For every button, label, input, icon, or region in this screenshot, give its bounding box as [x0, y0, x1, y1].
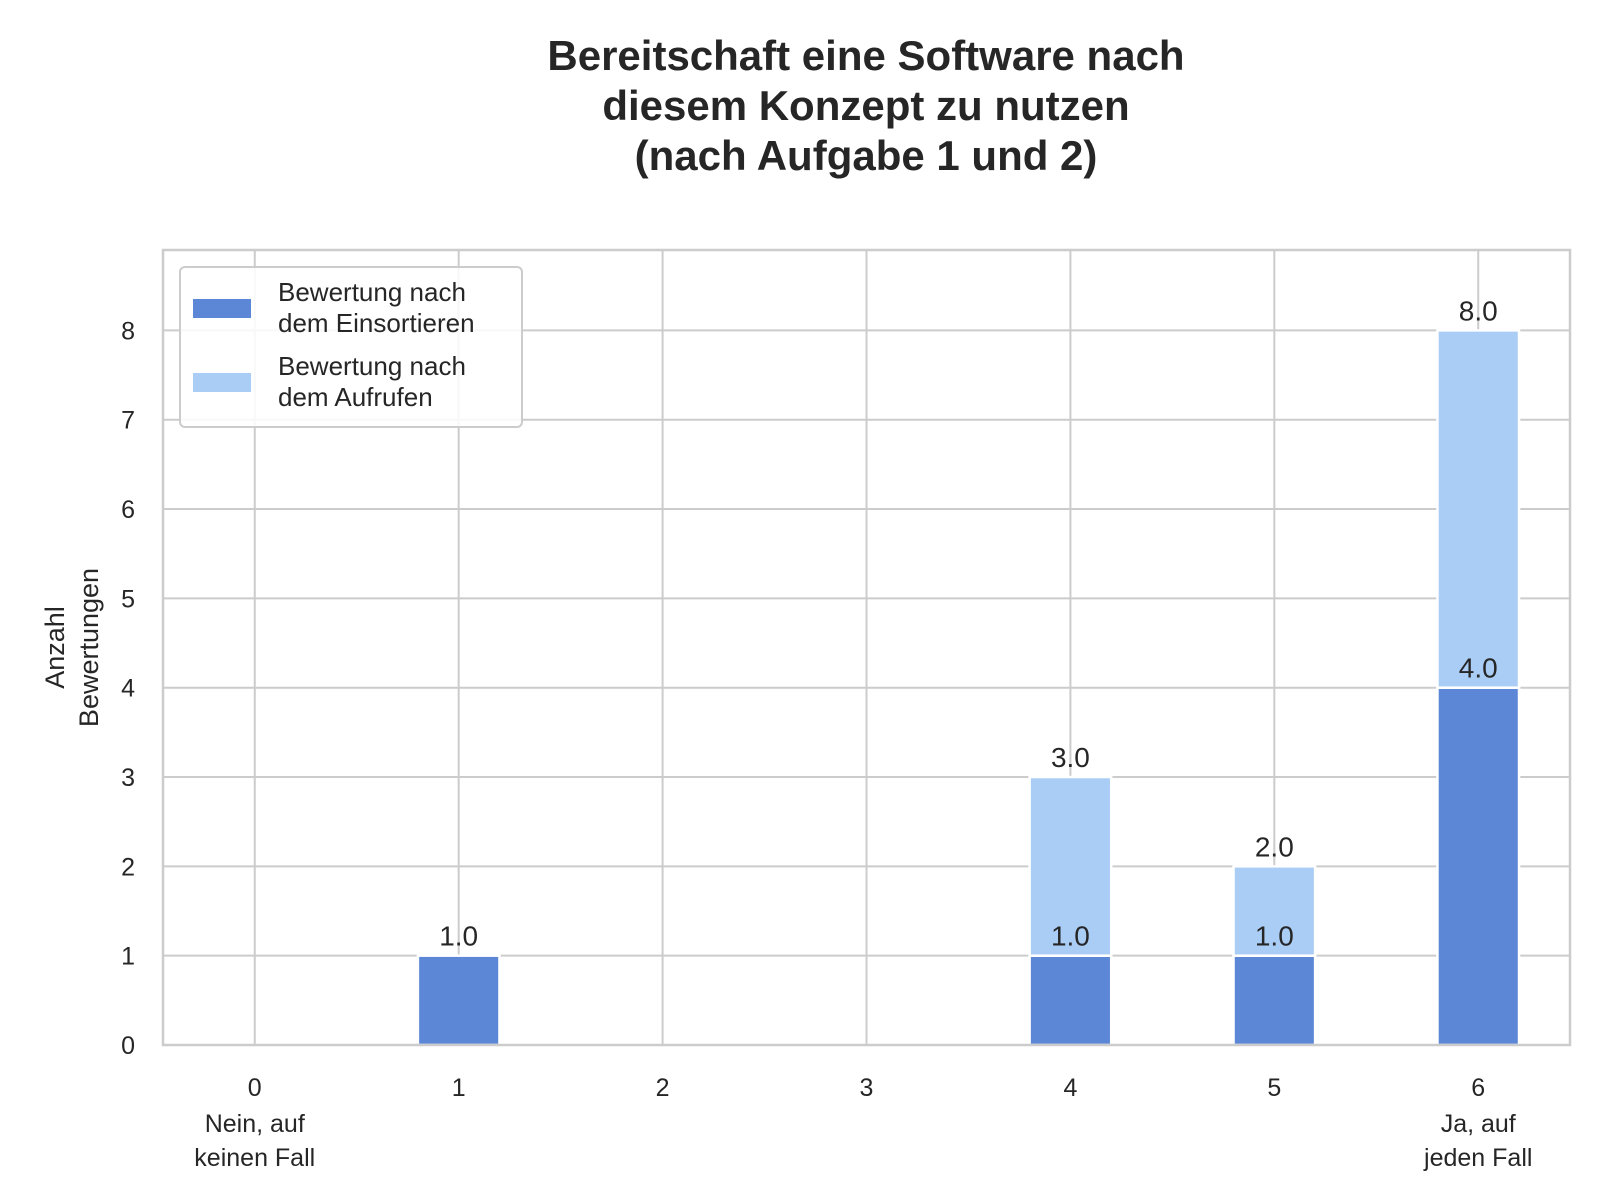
bars — [416, 329, 1521, 1047]
y-axis-label: Anzahl Bewertungen — [40, 568, 104, 727]
bar-series0-x1 — [416, 954, 501, 1047]
x-tick-label: 5 — [1267, 1074, 1281, 1102]
bar-series1-x4 — [1028, 775, 1113, 957]
chart-title-line: diesem Konzept zu nutzen — [602, 82, 1129, 129]
bar-series0-x4 — [1028, 954, 1113, 1047]
data-label: 1.0 — [1051, 921, 1090, 952]
data-label: 2.0 — [1255, 831, 1294, 862]
y-tick-label: 2 — [121, 853, 135, 881]
x-tick-sublabel: jeden Fall — [1423, 1144, 1532, 1172]
bar-series1-x6 — [1436, 329, 1521, 689]
x-tick-label: 4 — [1063, 1074, 1077, 1102]
x-tick-label: 0 — [248, 1074, 262, 1102]
legend-label: dem Aufrufen — [278, 382, 433, 412]
bar-series1-x5 — [1232, 865, 1317, 957]
y-axis-ticks: 0 1 2 3 4 5 6 7 8 — [121, 317, 135, 1060]
x-tick-sublabel: keinen Fall — [194, 1144, 315, 1172]
y-tick-label: 7 — [121, 407, 135, 435]
data-label: 4.0 — [1459, 653, 1498, 684]
x-tick-sublabel: Ja, auf — [1441, 1110, 1516, 1138]
x-tick-label: 3 — [860, 1074, 874, 1102]
bar-series0-x5 — [1232, 954, 1317, 1047]
y-tick-label: 6 — [121, 496, 135, 524]
x-tick-label: 6 — [1471, 1074, 1485, 1102]
y-tick-label: 0 — [121, 1032, 135, 1060]
data-label: 1.0 — [439, 921, 478, 952]
bar-series0-x6 — [1436, 686, 1521, 1047]
legend-label: Bewertung nach — [278, 277, 466, 307]
y-axis-label-line: Bewertungen — [74, 568, 104, 727]
y-tick-label: 4 — [121, 675, 135, 703]
plot-frame — [161, 248, 1572, 1047]
chart-title-line: Bereitschaft eine Software nach — [547, 32, 1184, 79]
legend-label: Bewertung nach — [278, 351, 466, 381]
y-tick-label: 3 — [121, 764, 135, 792]
y-axis-label-line: Anzahl — [40, 606, 70, 689]
y-tick-label: 5 — [121, 585, 135, 613]
data-label: 3.0 — [1051, 742, 1090, 773]
x-tick-label: 2 — [656, 1074, 670, 1102]
legend-swatch — [193, 373, 251, 392]
y-tick-label: 8 — [121, 317, 135, 345]
legend-label: dem Einsortieren — [278, 308, 475, 338]
x-tick-sublabel: Nein, auf — [205, 1110, 305, 1138]
legend-swatch — [193, 299, 251, 318]
x-axis-ticks: 0 Nein, auf keinen Fall 1 2 3 4 5 6 Ja, auf jeden … — [194, 1074, 1532, 1172]
chart-title-line: (nach Aufgabe 1 und 2) — [635, 132, 1098, 179]
legend-box — [179, 266, 523, 428]
data-labels: 1.0 1.0 1.0 4.0 3.0 2.0 8.0 — [439, 295, 1498, 951]
x-tick-label: 1 — [452, 1074, 466, 1102]
data-label: 1.0 — [1255, 921, 1294, 952]
data-label: 8.0 — [1459, 295, 1498, 326]
y-tick-label: 1 — [121, 943, 135, 971]
